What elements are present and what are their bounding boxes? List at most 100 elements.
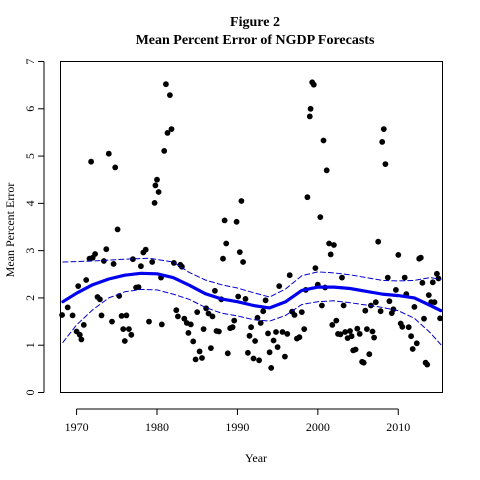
data-point: [151, 200, 158, 206]
data-point: [327, 251, 334, 258]
data-point: [379, 139, 386, 145]
data-point: [200, 326, 207, 332]
y-tick-label: 4: [23, 200, 37, 206]
data-point: [306, 113, 313, 120]
data-point: [168, 126, 175, 132]
data-point: [250, 355, 257, 362]
data-point: [384, 274, 391, 281]
data-point: [199, 355, 205, 361]
data-point: [112, 164, 119, 171]
data-point: [64, 304, 71, 311]
x-tick-label: 2000: [306, 420, 330, 434]
data-point: [395, 252, 402, 258]
data-point: [413, 340, 420, 347]
data-point: [274, 344, 281, 350]
data-point: [431, 299, 438, 306]
data-point: [364, 326, 370, 332]
data-point: [76, 331, 83, 338]
data-point: [130, 256, 136, 263]
data-point: [105, 150, 112, 157]
data-point: [273, 329, 279, 335]
data-point: [270, 337, 277, 344]
data-point: [101, 258, 107, 264]
data-point: [291, 312, 298, 318]
data-point: [216, 328, 222, 335]
data-point: [265, 330, 271, 337]
data-point: [323, 167, 330, 174]
data-point: [92, 251, 98, 257]
data-point: [417, 254, 424, 261]
data-point: [434, 270, 440, 277]
data-point: [221, 217, 228, 224]
data-point: [329, 322, 336, 328]
data-point: [163, 81, 169, 88]
data-point: [286, 272, 293, 279]
data-point: [369, 328, 376, 335]
data-point: [194, 309, 201, 315]
data-point: [356, 331, 363, 337]
data-point: [435, 275, 442, 282]
data-point: [380, 126, 387, 132]
data-point: [331, 242, 337, 248]
data-point: [382, 161, 389, 168]
data-point: [405, 324, 412, 331]
data-point: [419, 279, 426, 286]
data-point: [252, 338, 258, 344]
data-point: [167, 92, 173, 98]
data-point: [69, 312, 76, 319]
data-point: [254, 314, 261, 321]
data-point: [175, 313, 181, 320]
data-point: [245, 349, 251, 356]
data-point: [366, 351, 373, 358]
data-point: [301, 326, 308, 332]
y-axis: 0 1 2 3 4 5 6 7: [23, 59, 45, 396]
y-tick-label: 6: [23, 106, 37, 112]
data-point: [224, 350, 231, 357]
data-point: [128, 331, 135, 338]
data-point: [284, 331, 291, 337]
data-point: [146, 318, 152, 325]
data-point: [319, 302, 325, 309]
data-point: [121, 338, 128, 344]
data-point: [152, 182, 159, 189]
data-point: [240, 259, 247, 265]
data-point: [75, 283, 82, 289]
data-point: [340, 302, 347, 309]
data-point: [421, 315, 427, 322]
data-point: [437, 315, 443, 322]
data-point: [429, 279, 436, 286]
data-point: [103, 246, 110, 253]
y-tick-label: 1: [23, 342, 37, 348]
y-tick-label: 7: [23, 59, 37, 65]
data-point: [192, 356, 199, 363]
upper-band-line: [62, 257, 442, 298]
data-point: [235, 293, 242, 300]
data-point: [424, 361, 431, 368]
data-point: [262, 297, 269, 304]
y-axis-label: Mean Percent Error: [3, 183, 17, 278]
data-point: [158, 321, 165, 328]
data-point: [248, 324, 255, 331]
data-point: [125, 326, 132, 332]
plot-frame: [60, 61, 443, 393]
data-point: [411, 304, 418, 310]
data-point: [298, 309, 305, 315]
data-point: [401, 274, 408, 281]
y-tick-label: 3: [23, 248, 37, 254]
data-point: [97, 296, 103, 303]
data-point: [257, 320, 264, 326]
data-point: [266, 349, 273, 356]
y-tick-label: 2: [23, 295, 37, 301]
chart-title: Figure 2: [230, 15, 280, 30]
data-point: [236, 249, 243, 256]
data-point: [282, 353, 288, 360]
data-point: [59, 312, 65, 318]
data-point: [80, 322, 87, 328]
data-point: [354, 325, 361, 332]
data-point: [256, 357, 262, 364]
data-point: [320, 137, 327, 144]
data-point: [161, 148, 168, 154]
data-point: [347, 328, 353, 334]
data-point: [231, 317, 238, 324]
data-point: [83, 277, 90, 283]
